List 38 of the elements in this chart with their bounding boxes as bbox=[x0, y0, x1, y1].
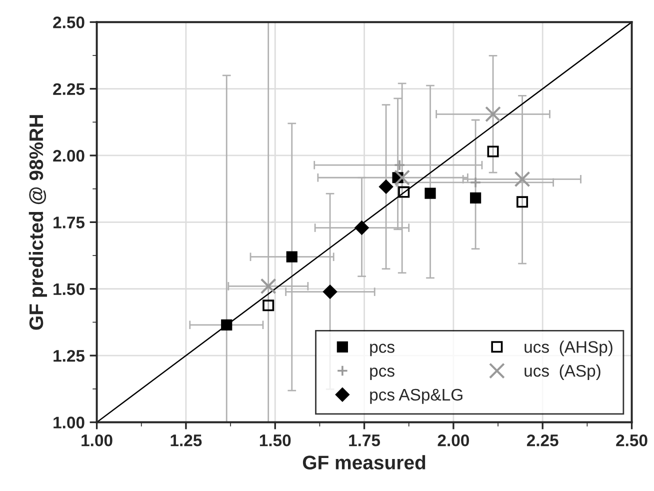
point bbox=[221, 319, 232, 330]
legend-label: pcs ASp&LG bbox=[370, 388, 462, 404]
x-tick-label: 1.25 bbox=[170, 434, 202, 446]
point bbox=[487, 146, 499, 158]
y-tick-label: 1.75 bbox=[54, 216, 85, 228]
point bbox=[394, 159, 406, 171]
x-tick-label: 1.50 bbox=[260, 434, 291, 446]
y-tick-label: 2.25 bbox=[53, 83, 85, 95]
x-tick-label: 2.25 bbox=[526, 434, 558, 446]
point bbox=[394, 170, 410, 186]
x-axis-title: GF measured bbox=[302, 455, 426, 470]
y-tick-label: 1.00 bbox=[54, 416, 84, 428]
point bbox=[378, 180, 394, 194]
point bbox=[286, 251, 298, 262]
y-axis-title: GF predicted @ 98%RH bbox=[28, 115, 47, 330]
point bbox=[398, 186, 410, 198]
point bbox=[470, 176, 482, 188]
x-tick-label: 1.75 bbox=[349, 434, 380, 446]
x-tick-label: 2.50 bbox=[616, 434, 648, 446]
point bbox=[354, 220, 369, 235]
legend-label: pcs bbox=[370, 368, 394, 380]
legend-label: ucs (ASp) bbox=[524, 364, 600, 380]
point bbox=[322, 284, 338, 299]
legend-label: pcs bbox=[370, 344, 394, 356]
point bbox=[262, 300, 274, 312]
point bbox=[514, 171, 530, 188]
x-tick-label: 1.00 bbox=[82, 434, 112, 446]
point bbox=[260, 278, 276, 294]
y-tick-label: 2.00 bbox=[53, 150, 84, 162]
legend-label: ucs (AHSp) bbox=[524, 340, 612, 356]
x-tick-label: 2.00 bbox=[438, 434, 469, 446]
point bbox=[470, 192, 482, 204]
point bbox=[485, 106, 502, 122]
y-tick-label: 1.50 bbox=[54, 283, 84, 296]
y-tick-label: 2.50 bbox=[53, 16, 84, 28]
point bbox=[516, 196, 528, 208]
point bbox=[424, 188, 436, 199]
y-tick-label: 1.25 bbox=[54, 350, 85, 362]
